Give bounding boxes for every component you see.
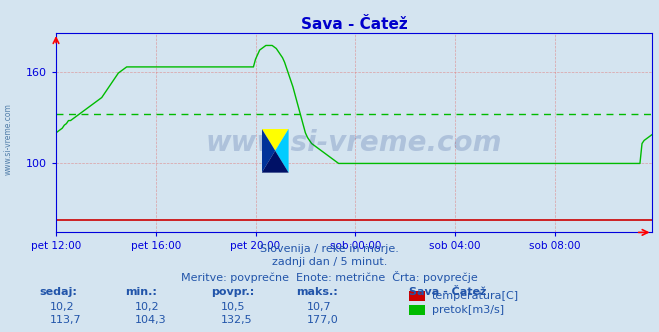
Text: 10,2: 10,2 [135,302,159,312]
Text: pretok[m3/s]: pretok[m3/s] [432,305,503,315]
Text: Slovenija / reke in morje.: Slovenija / reke in morje. [260,244,399,254]
Text: 113,7: 113,7 [49,315,81,325]
Text: www.si-vreme.com: www.si-vreme.com [3,104,13,175]
Text: 10,5: 10,5 [221,302,245,312]
Text: www.si-vreme.com: www.si-vreme.com [206,129,502,157]
Text: 177,0: 177,0 [306,315,338,325]
Text: 10,7: 10,7 [306,302,331,312]
Text: sedaj:: sedaj: [40,287,77,297]
Text: 10,2: 10,2 [49,302,74,312]
Text: zadnji dan / 5 minut.: zadnji dan / 5 minut. [272,257,387,267]
Title: Sava - Čatež: Sava - Čatež [301,17,407,32]
Text: temperatura[C]: temperatura[C] [432,291,519,301]
Text: 104,3: 104,3 [135,315,167,325]
Text: Meritve: povprečne  Enote: metrične  Črta: povprečje: Meritve: povprečne Enote: metrične Črta:… [181,271,478,283]
Text: povpr.:: povpr.: [211,287,254,297]
Text: 132,5: 132,5 [221,315,252,325]
Text: min.:: min.: [125,287,157,297]
Text: maks.:: maks.: [297,287,338,297]
Text: Sava - Čatež: Sava - Čatež [409,287,486,297]
